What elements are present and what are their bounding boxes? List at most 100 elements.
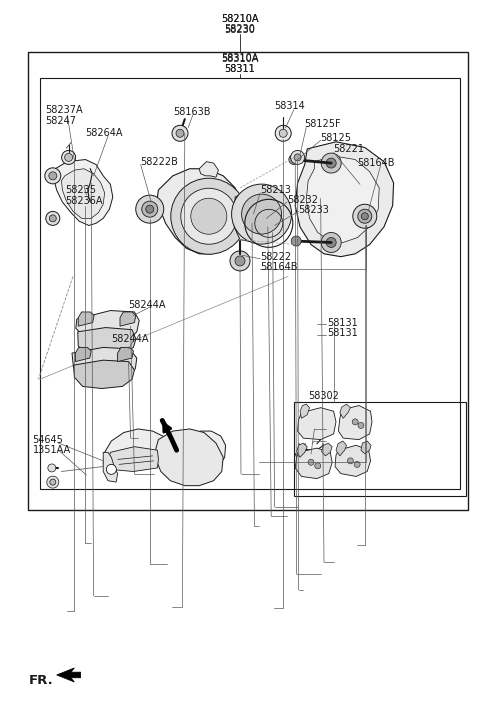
Circle shape (361, 213, 368, 220)
Circle shape (321, 153, 341, 173)
Polygon shape (338, 406, 372, 440)
Polygon shape (361, 441, 371, 454)
Text: 58237A: 58237A (45, 105, 83, 115)
Circle shape (61, 150, 76, 164)
Circle shape (326, 158, 336, 168)
Polygon shape (72, 347, 137, 379)
Polygon shape (103, 429, 226, 475)
Circle shape (326, 238, 336, 247)
Text: 58236A: 58236A (65, 196, 102, 206)
Circle shape (232, 184, 292, 244)
Circle shape (315, 463, 321, 469)
Circle shape (191, 199, 227, 234)
Circle shape (289, 155, 299, 164)
Circle shape (275, 125, 291, 141)
Circle shape (235, 256, 245, 266)
Text: 58222B: 58222B (141, 157, 179, 167)
Text: 58222: 58222 (260, 252, 291, 262)
Text: 58235: 58235 (65, 185, 96, 195)
Polygon shape (295, 448, 332, 479)
Circle shape (348, 458, 353, 464)
Text: 58314: 58314 (275, 101, 305, 111)
Text: 58164B: 58164B (260, 262, 298, 272)
Bar (40, 78, 460, 489)
Text: 58213: 58213 (260, 185, 291, 195)
Text: 58244A: 58244A (111, 334, 149, 344)
Text: 1351AA: 1351AA (33, 445, 71, 455)
Text: 58163B: 58163B (173, 107, 210, 117)
Circle shape (291, 236, 301, 246)
Polygon shape (75, 347, 91, 362)
Text: 58131: 58131 (327, 318, 358, 328)
Circle shape (321, 233, 341, 252)
Circle shape (176, 129, 184, 138)
Circle shape (308, 459, 314, 465)
Polygon shape (295, 142, 394, 257)
Circle shape (279, 129, 287, 138)
Text: 54645: 54645 (33, 435, 63, 445)
Text: 58244A: 58244A (129, 300, 166, 310)
Text: 58164B: 58164B (358, 158, 395, 168)
Polygon shape (335, 445, 371, 476)
Polygon shape (78, 328, 136, 354)
Text: 58247: 58247 (45, 116, 76, 125)
Circle shape (146, 205, 154, 213)
Text: FR.: FR. (29, 674, 54, 687)
Polygon shape (199, 162, 218, 177)
Text: 58221: 58221 (334, 144, 365, 154)
Text: 58131: 58131 (327, 328, 358, 338)
Circle shape (49, 215, 56, 222)
Circle shape (172, 125, 188, 141)
Text: 58233: 58233 (299, 205, 329, 215)
Text: 58232: 58232 (287, 195, 318, 205)
Circle shape (46, 211, 60, 225)
Circle shape (45, 168, 61, 184)
Polygon shape (118, 347, 133, 362)
Circle shape (47, 476, 59, 488)
Polygon shape (156, 429, 223, 486)
Circle shape (50, 479, 56, 485)
Text: 58310A: 58310A (221, 53, 259, 63)
Polygon shape (157, 169, 240, 254)
Text: 58125: 58125 (321, 133, 352, 143)
Text: 58230: 58230 (225, 24, 255, 34)
Circle shape (294, 154, 301, 161)
Text: 58230: 58230 (225, 25, 255, 35)
Circle shape (230, 251, 250, 271)
Polygon shape (73, 360, 134, 389)
Polygon shape (297, 443, 307, 457)
Text: 58302: 58302 (309, 391, 339, 401)
Polygon shape (61, 169, 105, 218)
Polygon shape (103, 452, 118, 482)
Text: 58210A: 58210A (221, 14, 259, 24)
Circle shape (354, 462, 360, 467)
Polygon shape (54, 160, 113, 225)
Circle shape (353, 204, 377, 228)
Circle shape (136, 195, 164, 223)
Bar (28, 52, 468, 510)
Polygon shape (300, 404, 310, 418)
Circle shape (358, 423, 364, 428)
Circle shape (358, 209, 372, 223)
Text: 58210A: 58210A (221, 14, 259, 24)
Bar (294, 402, 466, 496)
Circle shape (290, 150, 305, 164)
Polygon shape (306, 156, 379, 242)
Circle shape (107, 464, 116, 474)
Circle shape (49, 172, 57, 180)
Circle shape (48, 464, 56, 472)
Polygon shape (336, 441, 347, 456)
Circle shape (241, 194, 282, 234)
Circle shape (181, 189, 237, 244)
Circle shape (352, 419, 358, 425)
Polygon shape (340, 404, 350, 418)
Text: 58311: 58311 (225, 64, 255, 74)
Circle shape (171, 178, 247, 255)
Circle shape (142, 201, 158, 217)
Polygon shape (78, 312, 94, 326)
Polygon shape (57, 668, 81, 682)
Polygon shape (322, 443, 332, 456)
Polygon shape (108, 447, 158, 471)
Text: 58311: 58311 (225, 64, 255, 74)
Polygon shape (76, 311, 139, 340)
